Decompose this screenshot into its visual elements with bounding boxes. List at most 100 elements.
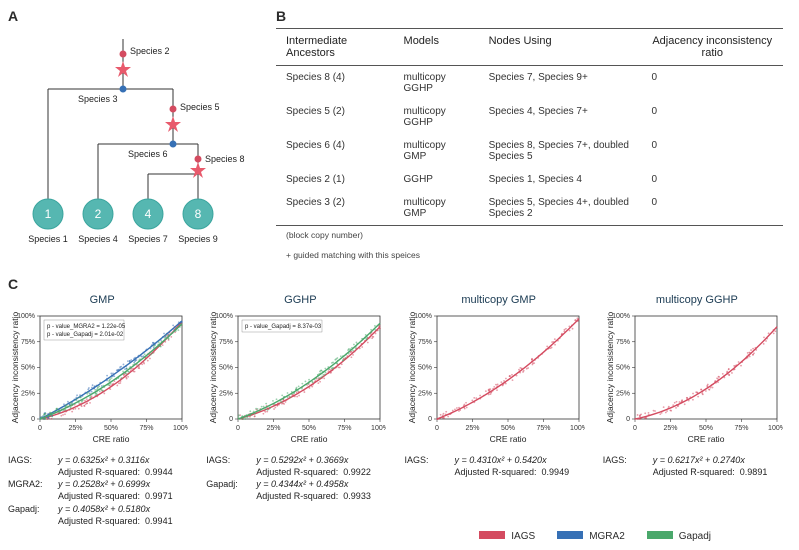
svg-text:CRE ratio: CRE ratio (93, 434, 130, 444)
svg-text:25%: 25% (663, 425, 677, 432)
svg-text:75%: 75% (21, 339, 35, 346)
leaf-label-3: Species 7 (128, 234, 168, 244)
fit-name: Gapadj: (206, 478, 248, 490)
svg-text:50%: 50% (104, 425, 118, 432)
svg-text:CRE ratio: CRE ratio (489, 434, 526, 444)
cell-ratio: 0 (642, 66, 784, 101)
node-label-sp3: Species 3 (78, 94, 118, 104)
table-row: Species 5 (2)multicopy GGHPSpecies 4, Sp… (276, 100, 783, 134)
svg-text:50%: 50% (21, 365, 35, 372)
fit-r2: Adjusted R-squared: 0.9891 (653, 466, 768, 478)
chart-block: multicopy GGHP0025%25%50%50%75%75%100%10… (603, 292, 791, 527)
svg-text:25%: 25% (417, 390, 431, 397)
cell-anc: Species 3 (2) (276, 191, 394, 226)
fit-eq: y = 0.6325x² + 0.3116x (58, 454, 149, 466)
legend-item-mgra2: MGRA2 (557, 531, 625, 542)
fit-name: IAGS: (206, 454, 248, 466)
leaf-nodes: 1 Species 1 2 Species 4 4 Species 7 8 Sp… (28, 199, 218, 244)
cell-nodes: Species 1, Species 4 (479, 168, 642, 191)
svg-text:0: 0 (38, 425, 42, 432)
leaf-label-4: Species 9 (178, 234, 218, 244)
fit-eq: y = 0.6217x² + 0.2740x (653, 454, 745, 466)
figure-root: A (8, 8, 791, 542)
svg-text:75%: 75% (338, 425, 352, 432)
panel-a-label: A (8, 8, 18, 24)
internal-nodes: Species 2 Species 3 Species 5 Species 6 … (78, 46, 245, 178)
fit-name: IAGS: (8, 454, 50, 466)
table-row: Species 2 (1)GGHPSpecies 1, Species 40 (276, 168, 783, 191)
leaf-label-1: Species 1 (28, 234, 68, 244)
svg-text:50%: 50% (302, 425, 316, 432)
panel-b-label: B (276, 8, 286, 24)
fit-name: Gapadj: (8, 503, 50, 515)
svg-text:25%: 25% (465, 425, 479, 432)
svg-text:25%: 25% (616, 390, 630, 397)
legend-item-iags: IAGS (479, 531, 535, 542)
svg-text:0: 0 (229, 416, 233, 423)
svg-text:75%: 75% (616, 339, 630, 346)
svg-text:75%: 75% (139, 425, 153, 432)
chart-title: multicopy GGHP (603, 294, 791, 306)
fit-r2: Adjusted R-squared: 0.9941 (58, 515, 173, 527)
fit-eq: y = 0.4310x² + 0.5420x (455, 454, 547, 466)
fit-r2: Adjusted R-squared: 0.9933 (256, 490, 371, 502)
fit-equations: IAGS:y = 0.4310x² + 0.5420xAdjusted R-sq… (405, 454, 593, 478)
cell-ratio: 0 (642, 134, 784, 168)
legend-label-iags: IAGS (511, 531, 535, 542)
panel-c-label: C (8, 276, 18, 292)
cell-nodes: Species 5, Species 4+, doubled Species 2 (479, 191, 642, 226)
scatter-chart: 0025%25%50%50%75%75%100%100%CRE ratioAdj… (206, 310, 386, 445)
cell-model: multicopy GMP (394, 134, 479, 168)
charts-row: GMP 0 0 25% 25% 50% 50% 75% 75% 100% 100% CRE ratio… (8, 292, 791, 527)
fit-r2: Adjusted R-squared: 0.9922 (256, 466, 371, 478)
svg-text:100%: 100% (371, 425, 386, 432)
th-models: Models (394, 29, 479, 66)
cell-model: multicopy GGHP (394, 100, 479, 134)
svg-text:p - value_MGRA2 = 1.22e-05: p - value_MGRA2 = 1.22e-05 (47, 324, 126, 330)
legend-label-mgra2: MGRA2 (589, 531, 625, 542)
svg-text:75%: 75% (536, 425, 550, 432)
svg-text:100%: 100% (768, 425, 783, 432)
legend: IAGS MGRA2 Gapadj (8, 531, 791, 542)
fit-name: IAGS: (603, 454, 645, 466)
cell-nodes: Species 8, Species 7+, doubled Species 5 (479, 134, 642, 168)
fit-eq: y = 0.4344x² + 0.4958x (256, 478, 348, 490)
cell-anc: Species 8 (4) (276, 66, 394, 101)
footnote-1: (block copy number) (276, 226, 783, 247)
svg-text:0: 0 (626, 416, 630, 423)
svg-text:Adjacency inconsistency ratio: Adjacency inconsistency ratio (407, 311, 417, 423)
cell-ratio: 0 (642, 168, 784, 191)
fit-name: IAGS: (405, 454, 447, 466)
cell-anc: Species 6 (4) (276, 134, 394, 168)
leaf-id-2: 2 (95, 207, 102, 221)
cell-model: multicopy GGHP (394, 66, 479, 101)
panel-b: B Intermediate Ancestors Models Nodes Us… (268, 8, 791, 266)
th-ratio: Adjacency inconsistency ratio (642, 29, 784, 66)
swatch-gapadj (647, 531, 673, 539)
cell-model: multicopy GMP (394, 191, 479, 226)
fit-eq: y = 0.2528x² + 0.6999x (58, 478, 150, 490)
fit-eq: y = 0.5292x² + 0.3669x (256, 454, 348, 466)
table-row: Species 6 (4)multicopy GMPSpecies 8, Spe… (276, 134, 783, 168)
fit-equations: IAGS: y = 0.6325x² + 0.3116x Adjusted R-sq… (8, 454, 196, 527)
svg-text:p - value_Gapadj = 2.01e-02: p - value_Gapadj = 2.01e-02 (47, 332, 124, 338)
svg-text:75%: 75% (219, 339, 233, 346)
svg-text:25%: 25% (267, 425, 281, 432)
chart-title: multicopy GMP (405, 294, 593, 306)
chart-title: GMP (8, 294, 196, 306)
svg-text:CRE ratio: CRE ratio (687, 434, 724, 444)
leaf-id-3: 4 (145, 207, 152, 221)
scatter-chart: 0025%25%50%50%75%75%100%100%CRE ratioAdj… (603, 310, 783, 445)
cell-nodes: Species 4, Species 7+ (479, 100, 642, 134)
swatch-mgra2 (557, 531, 583, 539)
svg-text:75%: 75% (417, 339, 431, 346)
chart-title: GGHP (206, 294, 394, 306)
svg-text:25%: 25% (68, 425, 82, 432)
svg-text:25%: 25% (219, 390, 233, 397)
table-header-row: Intermediate Ancestors Models Nodes Usin… (276, 29, 783, 66)
scatter-chart: 0025%25%50%50%75%75%100%100%CRE ratioAdj… (8, 310, 188, 445)
svg-text:50%: 50% (616, 365, 630, 372)
fit-eq: y = 0.4058x² + 0.5180x (58, 503, 150, 515)
panel-a: A (8, 8, 268, 266)
legend-item-gapadj: Gapadj (647, 531, 711, 542)
